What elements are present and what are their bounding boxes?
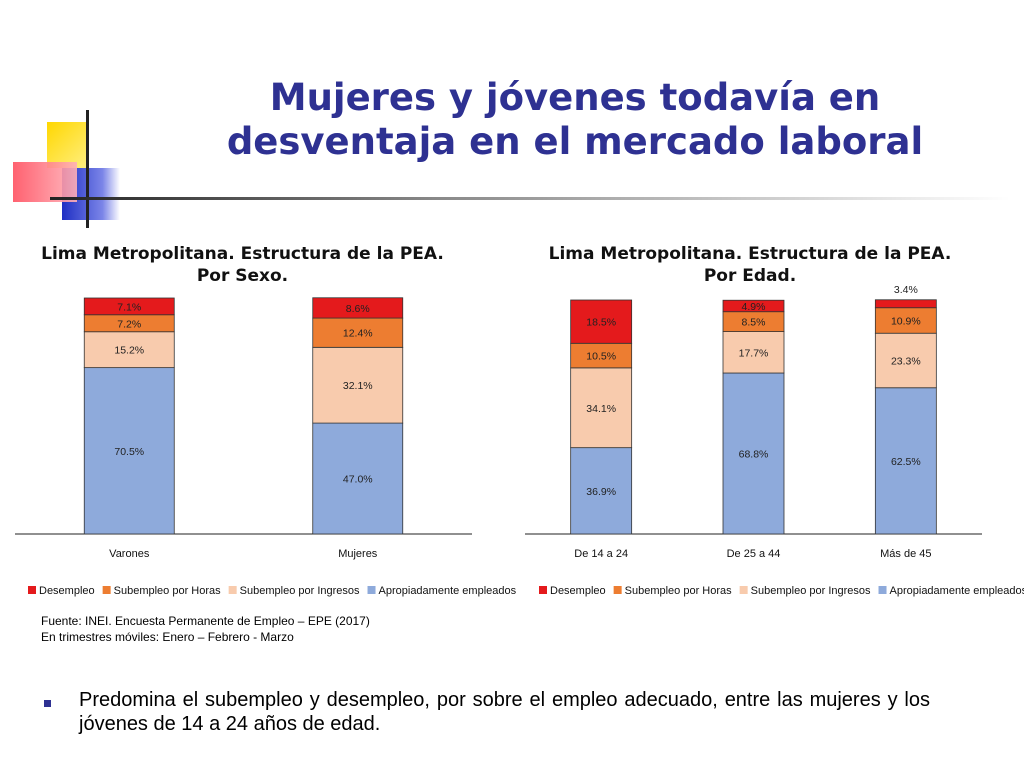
page-title: Mujeres y jóvenes todavía en desventaja … bbox=[150, 76, 1000, 164]
bullet-text: Predomina el subempleo y desempleo, por … bbox=[79, 689, 930, 735]
data-label-de-14-a-24-apropiadamente-empleados: 36.9% bbox=[586, 486, 616, 498]
bar-mujeres-apropiadamente-empleados bbox=[312, 422, 404, 535]
legend-label-subempleo-por-ingresos: Subempleo por Ingresos bbox=[751, 585, 871, 597]
x-tick-label-mujeres: Mujeres bbox=[338, 548, 378, 560]
legend-label-subempleo-por-horas: Subempleo por Horas bbox=[114, 585, 222, 597]
data-label-de-25-a-44-apropiadamente-empleados: 68.8% bbox=[739, 449, 769, 461]
chart-1-title-line-2: Por Sexo. bbox=[196, 266, 289, 286]
legend-label-subempleo-por-ingresos: Subempleo por Ingresos bbox=[240, 585, 360, 597]
legend-swatch-subempleo-por-horas bbox=[613, 586, 622, 594]
bar-de-14-a-24-desempleo bbox=[570, 299, 633, 344]
bar-varones-subempleo-por-ingresos bbox=[83, 331, 175, 369]
x-tick-label-de-25-a-44: De 25 a 44 bbox=[727, 548, 781, 560]
data-label-mas-de-45-subempleo-por-ingresos: 23.3% bbox=[891, 355, 921, 367]
data-label-mujeres-subempleo-por-ingresos: 32.1% bbox=[343, 380, 373, 392]
legend-swatch-desempleo bbox=[539, 586, 547, 594]
data-label-de-25-a-44-subempleo-por-ingresos: 17.7% bbox=[739, 347, 769, 359]
data-label-de-25-a-44-desempleo: 4.9% bbox=[742, 301, 766, 313]
source-line-2: En trimestres móviles: Enero – Febrero -… bbox=[41, 630, 294, 644]
data-label-varones-apropiadamente-empleados: 70.5% bbox=[114, 446, 144, 458]
legend-swatch-subempleo-por-ingresos bbox=[228, 586, 237, 594]
decor-horizontal-line bbox=[50, 197, 1010, 200]
data-label-mujeres-desempleo: 8.6% bbox=[346, 303, 370, 315]
bar-varones-desempleo bbox=[83, 297, 175, 316]
bar-mas-de-45-subempleo-por-horas bbox=[874, 307, 937, 334]
bar-de-25-a-44-desempleo bbox=[722, 299, 785, 313]
data-label-de-14-a-24-desempleo: 18.5% bbox=[586, 317, 616, 329]
x-tick-label-varones: Varones bbox=[109, 548, 150, 560]
data-label-varones-subempleo-por-horas: 7.2% bbox=[117, 318, 141, 330]
data-label-mas-de-45-subempleo-por-horas: 10.9% bbox=[891, 315, 921, 327]
x-tick-label-mas-de-45: Más de 45 bbox=[880, 548, 931, 560]
bar-varones-apropiadamente-empleados bbox=[83, 367, 175, 535]
bullet-item: Predomina el subempleo y desempleo, por … bbox=[40, 688, 930, 736]
legend-swatch-subempleo-por-ingresos bbox=[739, 586, 748, 594]
decor-red-square bbox=[13, 162, 77, 202]
legend-label-apropiadamente-empleados: Apropiadamente empleados bbox=[890, 585, 1024, 597]
decor-yellow-square bbox=[47, 122, 87, 168]
legend-swatch-apropiadamente-empleados bbox=[878, 586, 887, 594]
bar-de-14-a-24-subempleo-por-ingresos bbox=[570, 367, 633, 449]
bullet-square-icon bbox=[44, 700, 51, 707]
data-label-mas-de-45-desempleo: 3.4% bbox=[894, 284, 918, 296]
data-label-de-25-a-44-subempleo-por-horas: 8.5% bbox=[742, 317, 766, 329]
x-tick-label-de-14-a-24: De 14 a 24 bbox=[574, 548, 628, 560]
legend-label-apropiadamente-empleados: Apropiadamente empleados bbox=[379, 585, 517, 597]
bar-mujeres-subempleo-por-horas bbox=[312, 317, 404, 348]
data-label-de-14-a-24-subempleo-por-horas: 10.5% bbox=[586, 351, 616, 363]
bar-mas-de-45-subempleo-por-ingresos bbox=[874, 332, 937, 389]
chart-1-title: Lima Metropolitana. Estructura de la PEA… bbox=[20, 243, 465, 287]
data-label-mujeres-subempleo-por-horas: 12.4% bbox=[343, 328, 373, 340]
decor-vertical-line bbox=[86, 110, 89, 228]
data-label-varones-desempleo: 7.1% bbox=[117, 301, 141, 313]
legend-swatch-desempleo bbox=[28, 586, 36, 594]
data-label-mujeres-apropiadamente-empleados: 47.0% bbox=[343, 474, 373, 486]
bar-de-25-a-44-subempleo-por-ingresos bbox=[722, 331, 785, 374]
bar-de-14-a-24-subempleo-por-horas bbox=[570, 342, 633, 369]
chart-2-title-line-1: Lima Metropolitana. Estructura de la PEA… bbox=[548, 244, 952, 264]
source-line-1: Fuente: INEI. Encuesta Permanente de Emp… bbox=[41, 614, 370, 628]
legend-label-desempleo: Desempleo bbox=[550, 585, 606, 597]
source-note: Fuente: INEI. Encuesta Permanente de Emp… bbox=[41, 613, 370, 645]
data-label-varones-subempleo-por-ingresos: 15.2% bbox=[114, 345, 144, 357]
bar-mas-de-45-apropiadamente-empleados bbox=[874, 387, 937, 535]
chart-1-title-line-1: Lima Metropolitana. Estructura de la PEA… bbox=[41, 244, 444, 264]
data-label-de-14-a-24-subempleo-por-ingresos: 34.1% bbox=[586, 403, 616, 415]
legend-label-desempleo: Desempleo bbox=[39, 585, 95, 597]
title-line-1: Mujeres y jóvenes todavía en bbox=[269, 76, 881, 119]
legend-swatch-subempleo-por-horas bbox=[102, 586, 111, 594]
data-label-mas-de-45-apropiadamente-empleados: 62.5% bbox=[891, 456, 921, 468]
bar-mas-de-45-desempleo bbox=[874, 299, 937, 309]
chart-2-title: Lima Metropolitana. Estructura de la PEA… bbox=[510, 243, 990, 287]
legend-swatch-apropiadamente-empleados bbox=[367, 586, 376, 594]
title-line-2: desventaja en el mercado laboral bbox=[226, 120, 924, 163]
chart-2-title-line-2: Por Edad. bbox=[703, 266, 797, 286]
bar-mujeres-desempleo bbox=[312, 297, 404, 319]
legend-label-subempleo-por-horas: Subempleo por Horas bbox=[625, 585, 733, 597]
bar-de-25-a-44-apropiadamente-empleados bbox=[722, 372, 785, 535]
